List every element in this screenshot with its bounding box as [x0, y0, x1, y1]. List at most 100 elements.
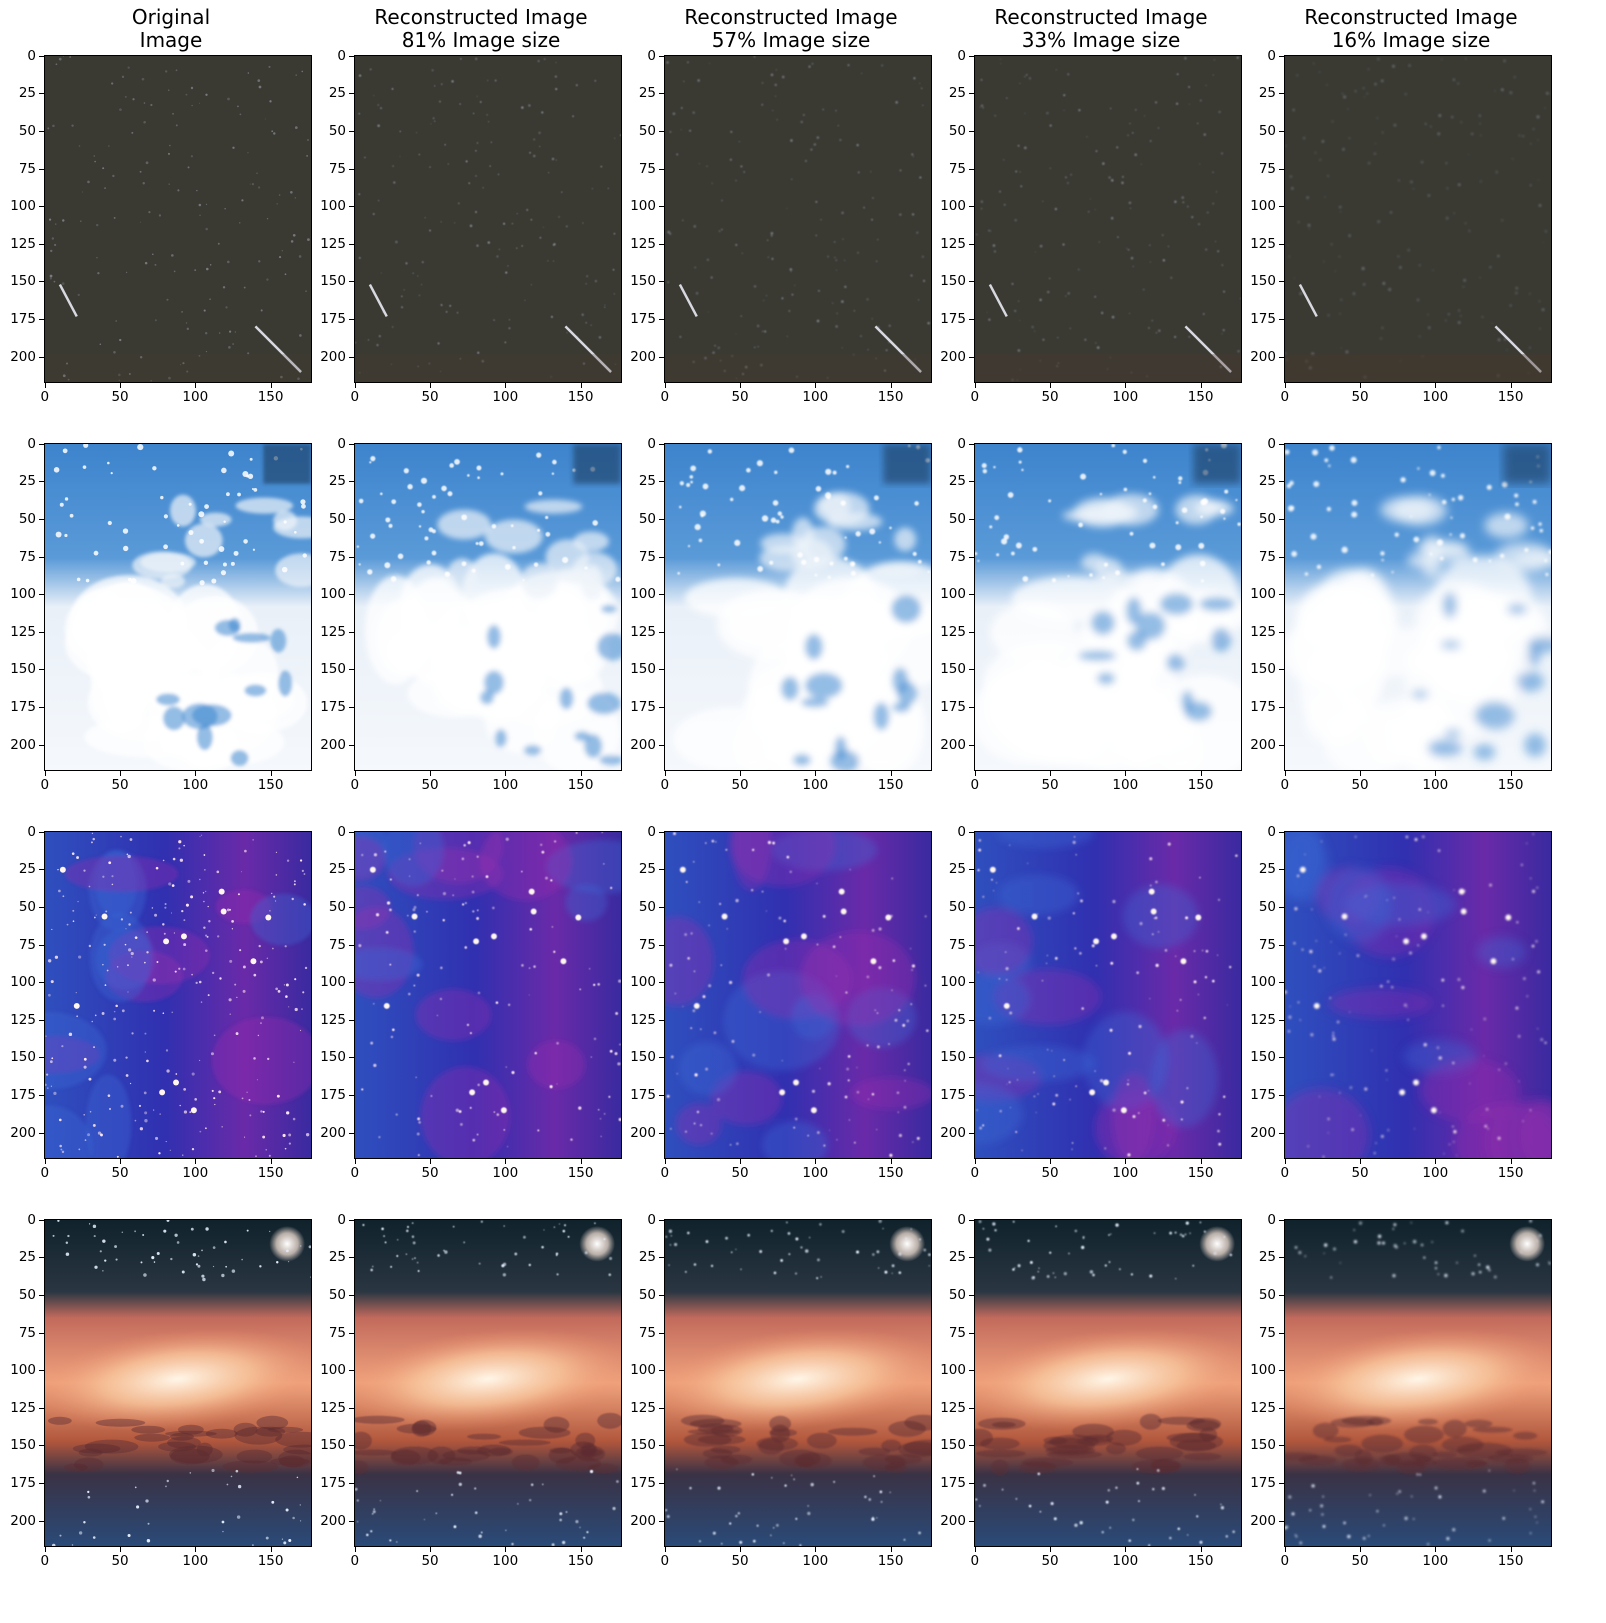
image — [664, 831, 932, 1159]
y-tick-label: 100 — [940, 198, 966, 215]
y-tick-label: 150 — [320, 273, 346, 290]
x-tick-label: 150 — [1187, 1165, 1214, 1181]
image-panel-blue-white-clouds: 0 25 50 75 100 125 150 175 200 0 50 100 150 — [630, 437, 932, 792]
y-tick-mark — [349, 1095, 354, 1097]
y-tick-mark — [349, 869, 354, 871]
x-tick-label: 150 — [1497, 1165, 1524, 1181]
y-tick-mark — [1279, 518, 1284, 520]
image — [1284, 443, 1552, 771]
y-tick-label: 0 — [337, 823, 346, 840]
y-tick-mark — [659, 281, 664, 283]
column-title: Reconstructed Image 81% Image size — [331, 6, 631, 52]
x-tick-mark — [890, 383, 892, 388]
y-tick-label: 50 — [948, 510, 966, 527]
y-tick-label: 75 — [1258, 160, 1276, 177]
image-panel-purple-blue-starfield: 0 25 50 75 100 125 150 175 200 0 50 100 150 — [940, 825, 1242, 1180]
y-tick-label: 100 — [1250, 1362, 1276, 1379]
x-tick-mark — [120, 1159, 122, 1164]
x-tick-mark — [580, 1547, 582, 1552]
y-tick-label: 125 — [320, 1399, 346, 1416]
y-tick-label: 50 — [328, 122, 346, 139]
y-tick-label: 175 — [320, 1475, 346, 1492]
y-tick-label: 100 — [10, 974, 36, 991]
x-tick-label: 50 — [111, 1165, 129, 1181]
y-tick-mark — [659, 982, 664, 984]
image — [664, 443, 932, 771]
image — [1284, 1219, 1552, 1547]
y-tick-label: 0 — [647, 823, 656, 840]
x-tick-mark — [354, 1159, 356, 1164]
y-tick-mark — [1279, 55, 1284, 57]
image-panel-blue-white-clouds: 0 25 50 75 100 125 150 175 200 0 50 100 150 — [320, 437, 622, 792]
x-tick-label: 50 — [111, 777, 129, 793]
y-tick-mark — [969, 869, 974, 871]
y-tick-label: 150 — [940, 661, 966, 678]
y-tick-mark — [349, 744, 354, 746]
y-tick-mark — [659, 944, 664, 946]
y-tick-mark — [39, 243, 44, 245]
y-tick-mark — [969, 281, 974, 283]
y-tick-mark — [349, 1520, 354, 1522]
x-tick-mark — [580, 383, 582, 388]
x-tick-mark — [1360, 1547, 1362, 1552]
x-tick-mark — [1510, 1547, 1512, 1552]
x-tick-mark — [195, 1547, 197, 1552]
y-tick-label: 125 — [630, 1011, 656, 1028]
x-tick-label: 50 — [731, 777, 749, 793]
y-tick-label: 0 — [957, 435, 966, 452]
y-tick-mark — [39, 443, 44, 445]
x-tick-label: 150 — [1497, 389, 1524, 405]
y-tick-mark — [1279, 631, 1284, 633]
image — [354, 55, 622, 383]
y-tick-mark — [39, 556, 44, 558]
y-tick-mark — [659, 206, 664, 208]
y-tick-mark — [39, 1520, 44, 1522]
y-tick-mark — [1279, 869, 1284, 871]
y-tick-label: 75 — [328, 1324, 346, 1341]
y-tick-mark — [1279, 206, 1284, 208]
y-tick-mark — [39, 982, 44, 984]
y-tick-mark — [659, 594, 664, 596]
image-panel-dark-night-sky-meteors: 0 25 50 75 100 125 150 175 200 0 50 100 150 — [630, 49, 932, 404]
x-tick-mark — [1435, 383, 1437, 388]
y-tick-mark — [1279, 1095, 1284, 1097]
x-tick-mark — [740, 1547, 742, 1552]
y-tick-mark — [659, 1057, 664, 1059]
x-tick-label: 100 — [182, 777, 209, 793]
y-tick-mark — [659, 1445, 664, 1447]
x-tick-mark — [1510, 383, 1512, 388]
y-tick-mark — [969, 556, 974, 558]
x-tick-label: 50 — [1041, 389, 1059, 405]
x-tick-label: 0 — [350, 1553, 360, 1569]
y-tick-label: 75 — [1258, 1324, 1276, 1341]
y-tick-label: 200 — [1250, 1124, 1276, 1141]
x-tick-label: 50 — [421, 777, 439, 793]
y-tick-mark — [349, 356, 354, 358]
y-tick-label: 75 — [638, 1324, 656, 1341]
y-tick-label: 50 — [18, 510, 36, 527]
x-tick-label: 0 — [40, 1165, 50, 1181]
y-tick-label: 0 — [27, 435, 36, 452]
x-tick-label: 50 — [1041, 1165, 1059, 1181]
y-tick-label: 75 — [18, 160, 36, 177]
y-tick-label: 100 — [1250, 586, 1276, 603]
y-tick-mark — [969, 1370, 974, 1372]
y-tick-label: 125 — [940, 1011, 966, 1028]
x-tick-mark — [195, 1159, 197, 1164]
y-tick-mark — [1279, 1445, 1284, 1447]
y-tick-mark — [969, 93, 974, 95]
x-tick-mark — [44, 1547, 46, 1552]
y-tick-mark — [349, 1219, 354, 1221]
y-tick-mark — [969, 1332, 974, 1334]
y-tick-label: 125 — [630, 1399, 656, 1416]
x-tick-label: 0 — [1280, 389, 1290, 405]
y-tick-mark — [39, 518, 44, 520]
x-tick-mark — [1200, 1159, 1202, 1164]
y-tick-mark — [39, 319, 44, 321]
y-tick-label: 175 — [940, 699, 966, 716]
y-tick-label: 200 — [1250, 736, 1276, 753]
y-tick-label: 50 — [18, 1286, 36, 1303]
y-tick-mark — [349, 55, 354, 57]
y-tick-mark — [39, 356, 44, 358]
y-tick-label: 200 — [1250, 348, 1276, 365]
